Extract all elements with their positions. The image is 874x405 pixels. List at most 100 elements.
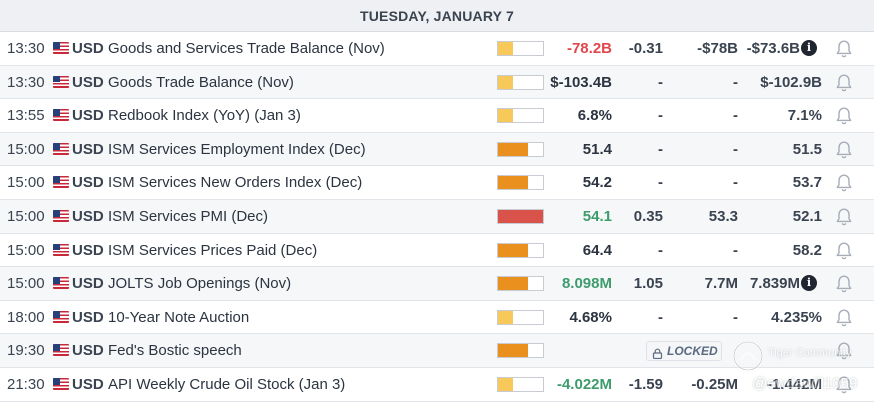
event-name[interactable]: JOLTS Job Openings (Nov)	[108, 275, 292, 293]
impact-bar	[497, 343, 544, 359]
consensus-value: 7.7M	[704, 275, 738, 293]
consensus-value: -	[733, 140, 738, 158]
table-row[interactable]: 15:00 USD ISM Services Employment Index (D…	[0, 132, 874, 167]
impact-bar-fill	[498, 176, 528, 190]
consensus-value: -	[733, 107, 738, 125]
deviation-value: -	[658, 174, 663, 192]
actual-value: 54.1	[582, 207, 612, 225]
us-flag-icon	[53, 243, 69, 256]
impact-bar-fill	[498, 310, 513, 324]
actual-value: -4.022M	[556, 375, 612, 393]
deviation-value: 0.35	[633, 207, 663, 225]
event-name[interactable]: Fed's Bostic speech	[108, 342, 242, 360]
previous-value: $-102.9B	[760, 73, 822, 91]
bell-icon[interactable]	[835, 106, 853, 126]
impact-bar	[497, 108, 544, 124]
table-row[interactable]: 13:55 USD Redbook Index (YoY) (Jan 3) 6.8% -…	[0, 99, 874, 133]
previous-value: 4.235%	[771, 308, 822, 326]
bell-icon[interactable]	[835, 308, 853, 328]
impact-bar	[497, 175, 544, 191]
table-row[interactable]: 15:00 USD ISM Services PMI (Dec) 54.1 0.35 53…	[0, 199, 874, 234]
event-currency: USD	[72, 308, 104, 326]
event-time: 13:30	[7, 73, 45, 91]
event-time: 15:00	[7, 241, 45, 259]
impact-bar	[497, 141, 544, 157]
us-flag-icon	[53, 176, 69, 189]
previous-value: 51.5	[792, 140, 822, 158]
consensus-value: -$78B	[697, 40, 738, 57]
event-name[interactable]: API Weekly Crude Oil Stock (Jan 3)	[108, 375, 346, 393]
table-row[interactable]: 18:00 USD 10-Year Note Auction 4.68% - - 4.235…	[0, 300, 874, 335]
event-time: 18:00	[7, 308, 45, 326]
impact-bar-fill	[498, 377, 513, 391]
impact-bar-fill	[498, 142, 528, 156]
impact-bar	[497, 41, 544, 56]
event-currency: USD	[72, 40, 104, 57]
date-header-title: TUESDAY, JANUARY 7	[359, 8, 515, 24]
table-row[interactable]: 15:00 USD JOLTS Job Openings (Nov) 8.098M 1.…	[0, 267, 874, 301]
event-currency: USD	[72, 342, 104, 360]
previous-value: 52.1	[792, 207, 822, 225]
deviation-value: -	[658, 308, 663, 326]
table-row[interactable]: 15:00 USD ISM Services New Orders Index (D…	[0, 166, 874, 200]
impact-bar	[497, 376, 544, 392]
us-flag-icon	[53, 377, 69, 390]
impact-bar	[497, 74, 544, 90]
event-time: 19:30	[7, 342, 45, 360]
actual-value: 51.4	[582, 140, 612, 158]
event-currency: USD	[72, 140, 104, 158]
info-icon[interactable]: i	[801, 40, 817, 56]
event-time: 15:00	[7, 174, 45, 192]
event-currency: USD	[72, 207, 104, 225]
deviation-value: -0.31	[628, 40, 663, 57]
event-name[interactable]: Goods and Services Trade Balance (Nov)	[108, 40, 385, 57]
event-time: 15:00	[7, 207, 45, 225]
table-row[interactable]: 21:30 USD API Weekly Crude Oil Stock (Jan …	[0, 367, 874, 402]
table-row[interactable]: 13:30 USD Goods and Services Trade Balance…	[0, 32, 874, 66]
economic-calendar-table: 13:30 USD Goods and Services Trade Balance…	[0, 32, 874, 402]
consensus-value: -	[733, 174, 738, 192]
actual-value: -78.2B	[566, 40, 612, 57]
locked-label: LOCKED	[667, 344, 718, 359]
date-header: TUESDAY, JANUARY 7	[0, 0, 874, 32]
event-name[interactable]: Goods Trade Balance (Nov)	[108, 73, 294, 91]
impact-bar-fill	[498, 243, 528, 257]
event-time: 13:55	[7, 107, 45, 125]
info-icon[interactable]: i	[801, 275, 817, 292]
event-name[interactable]: ISM Services PMI (Dec)	[108, 207, 269, 225]
event-currency: USD	[72, 375, 104, 393]
table-row[interactable]: 15:00 USD ISM Services Prices Paid (Dec) 64…	[0, 233, 874, 268]
bell-icon[interactable]	[835, 140, 853, 160]
bell-icon[interactable]	[835, 73, 853, 93]
impact-bar-fill	[498, 109, 513, 123]
previous-value: -1.442M	[766, 375, 822, 393]
lock-icon	[652, 346, 663, 360]
bell-icon[interactable]	[835, 375, 853, 395]
event-name[interactable]: ISM Services Prices Paid (Dec)	[108, 241, 318, 259]
impact-bar-fill	[498, 344, 528, 358]
us-flag-icon	[53, 209, 69, 222]
event-name[interactable]: ISM Services New Orders Index (Dec)	[108, 174, 363, 192]
table-row[interactable]: 13:30 USD Goods Trade Balance (Nov) $-103.4…	[0, 65, 874, 100]
actual-value: 4.68%	[569, 308, 612, 326]
table-row[interactable]: 19:30 USD Fed's Bostic speech LOCKED	[0, 334, 874, 368]
deviation-value: -	[658, 73, 663, 91]
bell-icon[interactable]	[835, 207, 853, 227]
actual-value: $-103.4B	[550, 73, 612, 91]
impact-bar	[497, 276, 544, 292]
event-name[interactable]: 10-Year Note Auction	[108, 308, 250, 326]
bell-icon[interactable]	[835, 241, 853, 261]
impact-bar-fill	[498, 277, 528, 291]
event-name[interactable]: ISM Services Employment Index (Dec)	[108, 140, 366, 158]
event-currency: USD	[72, 107, 104, 125]
event-name[interactable]: Redbook Index (YoY) (Jan 3)	[108, 107, 301, 125]
consensus-value: 53.3	[708, 207, 738, 225]
event-currency: USD	[72, 73, 104, 91]
locked-badge[interactable]: LOCKED	[646, 341, 722, 362]
bell-icon[interactable]	[835, 341, 853, 361]
deviation-value: -1.59	[628, 375, 663, 393]
bell-icon[interactable]	[835, 274, 853, 294]
bell-icon[interactable]	[835, 173, 853, 193]
bell-icon[interactable]	[835, 39, 853, 59]
us-flag-icon	[53, 310, 69, 323]
